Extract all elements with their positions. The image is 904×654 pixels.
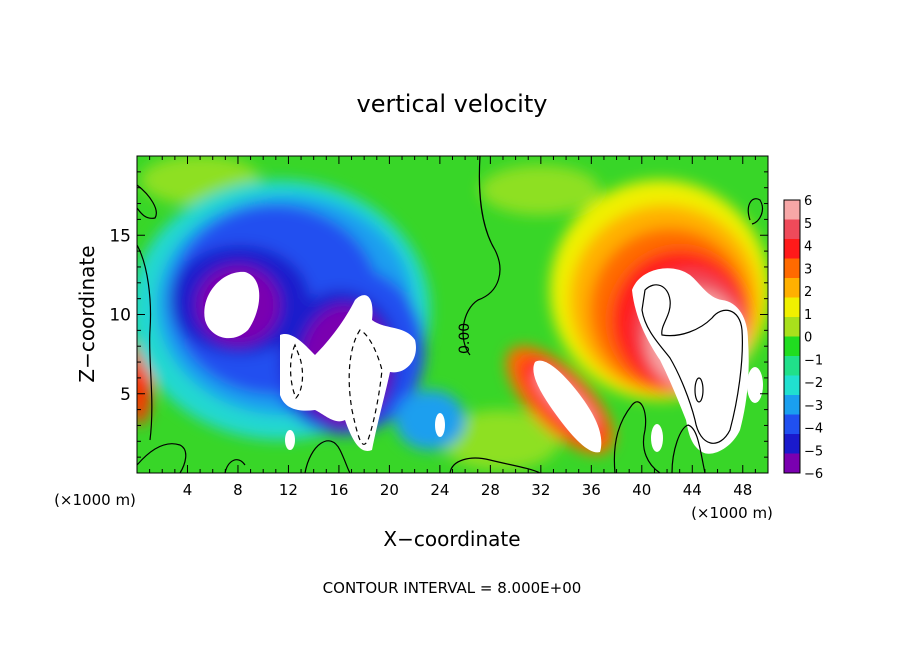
x-tick-label: 48 (733, 481, 752, 499)
colorbar-swatch (784, 278, 800, 298)
core-center-downdraft (280, 295, 416, 451)
x-tick-label: 28 (481, 481, 500, 499)
colorbar-swatch (784, 356, 800, 376)
y-tick-label: 15 (109, 226, 131, 246)
x-tick-label: 24 (430, 481, 449, 499)
colorbar-swatch (784, 434, 800, 454)
y-axis-label: Z−coordinate (75, 245, 99, 382)
y-tick-label: 5 (120, 385, 131, 405)
colorbar-frame (783, 199, 801, 474)
contour-interval-note: CONTOUR INTERVAL = 8.000E+00 (323, 579, 582, 597)
colorbar-label: 2 (804, 285, 812, 300)
contour-zero-bottom-2 (224, 459, 246, 473)
contour-negative-b (348, 329, 383, 445)
x-axis-label: X−coordinate (383, 527, 520, 551)
contour-negative-a (290, 343, 304, 400)
contour-zero-bottom-1 (137, 443, 187, 473)
x-unit-right: (×1000 m) (691, 504, 773, 522)
contour-zero-main (462, 156, 501, 356)
x-tick-label: 16 (329, 481, 348, 499)
contour-positive-inner (641, 284, 743, 444)
colorbar-swatch (784, 375, 800, 396)
contour-zero-left-top (137, 184, 157, 219)
x-tick-label: 36 (582, 481, 601, 499)
contour-zero-label: 0.00 (457, 323, 473, 354)
colorbar-label: 5 (804, 217, 812, 232)
contour-zero-left (137, 244, 153, 441)
colorbar-label: −5 (804, 444, 823, 459)
y-axis: 5 10 15 (109, 171, 768, 458)
core-small-d (285, 430, 295, 450)
core-small-c (747, 367, 763, 403)
colorbar-label: −3 (804, 399, 823, 414)
colorbar-swatch (784, 258, 800, 279)
colorbar-swatch (784, 219, 800, 240)
x-axis: 4 8 12 16 20 24 28 32 36 40 44 48 (149, 156, 769, 499)
y-tick-label: 10 (109, 306, 131, 326)
x-tick-label: 32 (531, 481, 550, 499)
core-small-a (435, 413, 445, 437)
x-tick-label: 12 (279, 481, 298, 499)
colorbar-swatch (784, 414, 800, 435)
contour-zero-bottom-6 (671, 424, 706, 473)
colorbar-label: −1 (804, 353, 823, 368)
colorbar-swatch (784, 297, 800, 318)
colorbar-swatch (784, 395, 800, 415)
x-unit-left: (×1000 m) (54, 491, 136, 509)
contour-lines: 0.00 (137, 156, 764, 473)
colorbar-label: 6 (804, 194, 812, 209)
colorbar-swatch (784, 336, 800, 357)
colorbar-label: 4 (804, 240, 812, 255)
colorbar-swatch (784, 453, 800, 474)
core-left-downdraft (204, 271, 260, 339)
x-tick-label: 8 (233, 481, 243, 499)
core-right-updraft (632, 268, 749, 454)
core-lower-band (533, 360, 602, 453)
colorbar-swatch (784, 317, 800, 337)
colorbar-label: −2 (804, 376, 823, 391)
colorbar-swatch (784, 239, 800, 259)
colorbar-label: 1 (804, 308, 812, 323)
colorbar-swatch (784, 200, 800, 220)
x-tick-label: 44 (683, 481, 702, 499)
colorbar-label: −4 (804, 422, 823, 437)
colorbar-label: 3 (804, 262, 812, 277)
x-tick-label: 4 (183, 481, 193, 499)
contour-zero-bottom-3 (304, 440, 351, 473)
contour-positive-small (694, 377, 704, 403)
core-small-b (651, 424, 663, 452)
colorbar-label: −6 (804, 467, 823, 482)
chart-title: vertical velocity (357, 90, 548, 118)
colorbar-label: 0 (804, 331, 812, 346)
contour-zero-right (747, 198, 764, 225)
saturated-cores (204, 268, 763, 454)
x-tick-label: 40 (632, 481, 651, 499)
contour-zero-bottom-4 (449, 457, 541, 473)
x-tick-label: 20 (380, 481, 399, 499)
colorbar: 6 5 4 3 2 1 0 −1 −2 −3 −4 −5 −6 (783, 194, 823, 482)
contour-zero-bottom-5 (613, 401, 661, 473)
plot-area: 0.00 (137, 156, 768, 473)
